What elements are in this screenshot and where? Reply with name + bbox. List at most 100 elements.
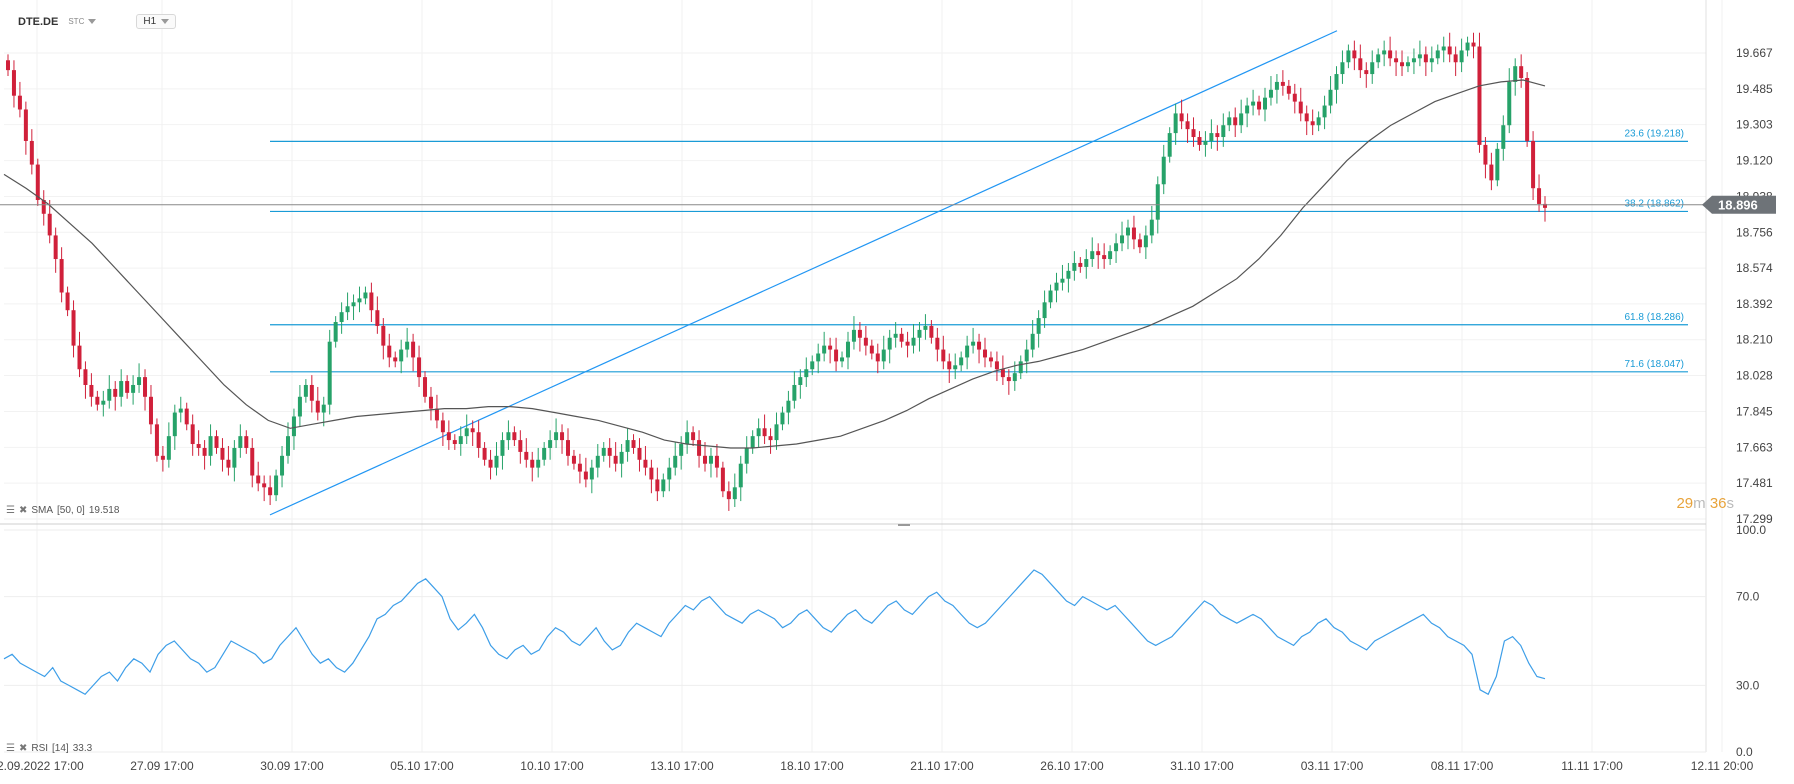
candle-body bbox=[923, 325, 928, 330]
candle-body bbox=[714, 455, 719, 468]
candle-body bbox=[274, 475, 279, 496]
rsi-legend[interactable]: ☰ ✖ RSI [14] 33.3 bbox=[6, 743, 92, 754]
source-label: STC bbox=[68, 17, 85, 26]
close-icon[interactable]: ✖ bbox=[18, 743, 28, 754]
candle-body bbox=[297, 396, 302, 417]
candle-body bbox=[816, 353, 821, 362]
candle-body bbox=[268, 487, 273, 496]
candle-body bbox=[613, 455, 618, 464]
candle-body bbox=[1108, 251, 1113, 260]
candle-body bbox=[774, 424, 779, 441]
rsi-tick-label: 100.0 bbox=[1736, 523, 1766, 537]
source-selector[interactable]: STC bbox=[68, 17, 97, 26]
candle-body bbox=[655, 479, 660, 492]
timer-m: m bbox=[1693, 495, 1706, 512]
candle-body bbox=[1465, 42, 1470, 51]
candle-body bbox=[1090, 251, 1095, 260]
candle-body bbox=[1531, 140, 1536, 189]
candle-body bbox=[309, 384, 314, 401]
y-tick-label: 17.481 bbox=[1736, 476, 1773, 490]
candle-body bbox=[178, 408, 183, 413]
fibonacci-levels[interactable]: 23.6 (19.218) 38.2 (18.862) 61.8 (18.286) 7… bbox=[270, 128, 1688, 373]
last-price-value: 18.896 bbox=[1718, 198, 1758, 213]
x-tick-label: 26.10 17:00 bbox=[1040, 759, 1104, 773]
rsi-value: 33.3 bbox=[72, 743, 93, 754]
candle-body bbox=[196, 444, 201, 448]
candle-body bbox=[482, 447, 487, 460]
candle-body bbox=[577, 463, 582, 472]
candle-body bbox=[500, 440, 505, 456]
candle-body bbox=[983, 349, 988, 358]
candle-body bbox=[434, 408, 439, 421]
candle-body bbox=[953, 365, 958, 370]
candle-body bbox=[101, 400, 106, 405]
candle-body bbox=[977, 341, 982, 350]
candle-body bbox=[131, 384, 136, 393]
candle-body bbox=[959, 357, 964, 366]
candle-body bbox=[1274, 81, 1279, 90]
time-axis[interactable]: 22.09.2022 17:00 27.09 17:00 30.09 17:00 05… bbox=[0, 759, 1754, 773]
candle-body bbox=[1030, 333, 1035, 350]
candle-body bbox=[1304, 113, 1309, 122]
candle-body bbox=[315, 400, 320, 413]
close-icon[interactable]: ✖ bbox=[18, 505, 28, 516]
sma-legend[interactable]: ☰ ✖ SMA [50, 0] 19.518 bbox=[6, 505, 119, 516]
candle-body bbox=[1292, 93, 1297, 102]
rsi-axis: 100.0 70.0 30.0 0.0 bbox=[1736, 523, 1766, 759]
candle-body bbox=[65, 292, 70, 311]
candle-body bbox=[786, 400, 791, 413]
fib-level-label: 23.6 (19.218) bbox=[1625, 128, 1685, 139]
candle-body bbox=[1006, 377, 1011, 382]
candle-body bbox=[327, 341, 332, 405]
y-tick-label: 17.299 bbox=[1736, 512, 1773, 526]
candle-body bbox=[71, 310, 76, 346]
candle-body bbox=[1221, 125, 1226, 138]
candle-body bbox=[1012, 373, 1017, 382]
candle-body bbox=[685, 432, 690, 445]
candle-body bbox=[446, 432, 451, 441]
candle-body bbox=[166, 436, 171, 460]
candle-body bbox=[1197, 137, 1202, 145]
candle-body bbox=[1114, 243, 1119, 252]
candle-body bbox=[565, 440, 570, 456]
candle-body bbox=[1155, 184, 1160, 220]
candle-body bbox=[1495, 148, 1500, 181]
candle-body bbox=[1024, 349, 1029, 362]
timeframe-selector[interactable]: H1 bbox=[136, 14, 177, 29]
candle-body bbox=[23, 109, 28, 141]
candle-body bbox=[1394, 58, 1399, 63]
settings-icon[interactable]: ☰ bbox=[6, 743, 15, 754]
price-axis[interactable]: 19.66719.48519.30319.12018.93818.75618.5… bbox=[1736, 46, 1773, 526]
candle-body bbox=[1185, 121, 1190, 130]
candle-body bbox=[1048, 290, 1053, 303]
candle-body bbox=[357, 298, 362, 303]
candle-body bbox=[637, 447, 642, 460]
candle-body bbox=[601, 447, 606, 456]
candle-body bbox=[893, 333, 898, 338]
candle-body bbox=[220, 447, 225, 460]
settings-icon[interactable]: ☰ bbox=[6, 505, 15, 516]
candle-body bbox=[1453, 54, 1458, 63]
candle-body bbox=[393, 357, 398, 362]
candle-body bbox=[631, 440, 636, 448]
candle-body bbox=[1215, 133, 1220, 138]
candle-body bbox=[1179, 113, 1184, 122]
candle-body bbox=[1209, 133, 1214, 141]
candle-body bbox=[595, 455, 600, 468]
candle-body bbox=[1477, 46, 1482, 145]
candle-body bbox=[780, 412, 785, 425]
candle-body bbox=[244, 436, 249, 448]
candle-body bbox=[518, 440, 523, 452]
candle-body bbox=[452, 440, 457, 445]
candle-body bbox=[1358, 58, 1363, 71]
symbol-label[interactable]: DTE.DE bbox=[18, 15, 59, 28]
candle-body bbox=[625, 440, 630, 452]
candle-body bbox=[148, 396, 153, 425]
candle-body bbox=[226, 459, 231, 468]
candle-body bbox=[125, 381, 130, 393]
timer-seconds: 36 bbox=[1709, 495, 1727, 512]
y-tick-label: 17.663 bbox=[1736, 440, 1773, 454]
candle-body bbox=[1364, 70, 1369, 75]
candle-body bbox=[1161, 156, 1166, 185]
